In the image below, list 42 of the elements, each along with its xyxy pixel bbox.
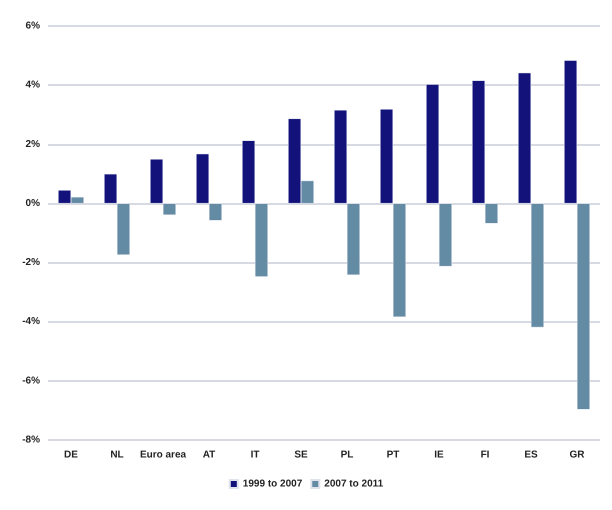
- x-tick-label: PL: [340, 450, 354, 460]
- x-tick-label: IE: [434, 450, 444, 460]
- x-tick-label: FI: [480, 450, 490, 460]
- bar: [426, 84, 439, 204]
- bar: [472, 80, 485, 204]
- y-tick-label: 6%: [26, 20, 40, 32]
- bar: [347, 203, 360, 275]
- y-tick-label: 2%: [26, 138, 40, 150]
- x-tick-label: GR: [570, 450, 586, 460]
- bar: [380, 109, 393, 204]
- y-tick-label: 4%: [26, 80, 40, 91]
- x-tick-label: NL: [110, 450, 124, 460]
- x-tick-label: Euro area: [140, 450, 186, 460]
- bar: [196, 154, 209, 204]
- bar: [531, 203, 544, 328]
- y-tick-label: -2%: [22, 257, 40, 268]
- bar: [117, 203, 130, 255]
- y-tick-label: 0%: [26, 198, 40, 209]
- x-tick-label: SE: [294, 450, 308, 460]
- x-tick-label: PT: [386, 450, 400, 460]
- legend-label: 1999 to 2007: [242, 478, 303, 490]
- bar: [393, 203, 406, 317]
- y-tick-label: -8%: [22, 434, 40, 446]
- bar: [518, 72, 531, 204]
- y-tick-label: -6%: [22, 375, 40, 386]
- bar: [209, 203, 222, 221]
- bar: [150, 159, 163, 204]
- x-tick-label: DE: [64, 450, 78, 460]
- y-tick-label: -4%: [22, 316, 40, 328]
- x-tick-label: ES: [524, 450, 538, 460]
- bar: [485, 203, 498, 224]
- bar: [242, 140, 255, 204]
- bar: [104, 174, 117, 204]
- x-tick-label: IT: [250, 450, 260, 460]
- bar: [577, 203, 590, 410]
- legend-label: 2007 to 2011: [324, 478, 384, 490]
- bar: [439, 203, 452, 266]
- bar: [255, 203, 268, 277]
- bar: [163, 203, 176, 215]
- bar: [564, 60, 577, 204]
- x-tick-label: AT: [202, 450, 216, 460]
- bar: [334, 110, 347, 204]
